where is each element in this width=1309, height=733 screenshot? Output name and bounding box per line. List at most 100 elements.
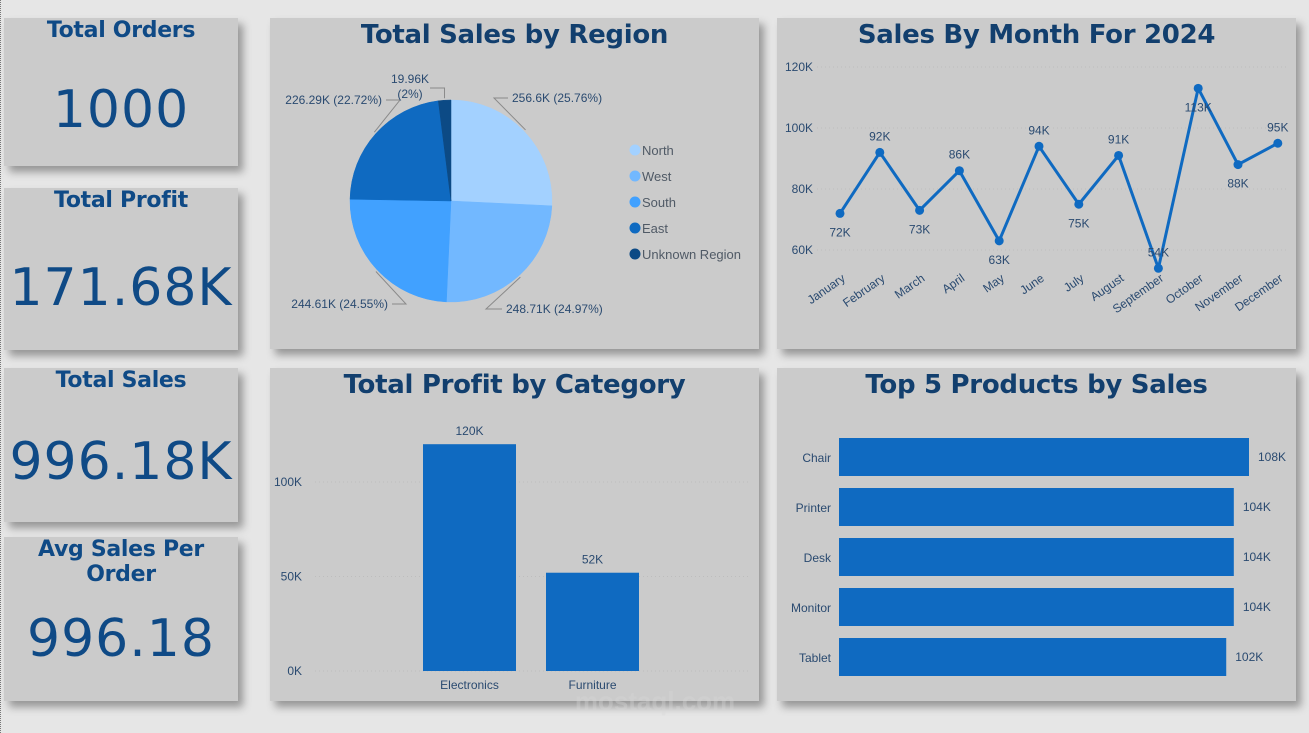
y-tick-label: 100K: [785, 121, 813, 135]
chart-card-top-products[interactable]: Top 5 Products by Sales Chair Printer Desk…: [777, 368, 1296, 701]
kpi-card-avg-sales-per-order[interactable]: Avg Sales Per Order 996.18: [4, 537, 238, 701]
y-tick-label: 100K: [274, 475, 302, 489]
legend-dot-icon: [629, 248, 641, 260]
y-axis: Chair Printer Desk Monitor Tablet: [791, 451, 832, 665]
y-tick-label: 80K: [792, 182, 813, 196]
bar-monitor[interactable]: [839, 588, 1234, 626]
pie-legend[interactable]: North West South East Unknown Region: [629, 143, 742, 262]
pie-slice-south[interactable]: [349, 198, 452, 303]
line-series[interactable]: [835, 83, 1283, 273]
legend-item-west[interactable]: West: [629, 169, 672, 184]
bar-data-label: 104K: [1243, 500, 1271, 514]
legend-item-north[interactable]: North: [629, 143, 674, 158]
column-bars[interactable]: [423, 444, 639, 671]
kpi-card-total-orders[interactable]: Total Orders 1000: [4, 18, 238, 166]
x-axis: Electronics Furniture: [440, 678, 617, 692]
chart-card-sales-by-month[interactable]: Sales By Month For 2024 60K 80K 100K 120K J…: [777, 18, 1296, 349]
pie-slice-west[interactable]: [446, 200, 553, 303]
line-point-march[interactable]: [915, 205, 925, 215]
x-tick-label: February: [840, 271, 887, 310]
y-tick-label: 0K: [287, 664, 302, 678]
canvas-left-border: [0, 0, 3, 733]
y-tick-label: Tablet: [799, 651, 832, 665]
legend-dot-icon: [629, 196, 641, 208]
bar-data-labels: 108K 104K 104K 104K 102K: [1235, 450, 1286, 664]
y-tick-label: Printer: [796, 501, 831, 515]
line-data-label: 75K: [1068, 216, 1089, 230]
pie-data-label: 19.96K: [391, 72, 429, 86]
x-tick-label: June: [1017, 271, 1047, 298]
line-data-label: 94K: [1028, 123, 1049, 137]
line-data-label: 92K: [869, 129, 890, 143]
x-tick-label: Furniture: [568, 678, 616, 692]
line-data-label: 88K: [1227, 177, 1248, 191]
line-point-february[interactable]: [875, 147, 885, 157]
pie-slice-north[interactable]: [450, 99, 553, 207]
y-gridlines: [315, 481, 750, 672]
line-point-september[interactable]: [1153, 263, 1163, 273]
line-point-october[interactable]: [1193, 83, 1203, 93]
kpi-title: Total Sales: [55, 368, 187, 393]
column-bar-furniture[interactable]: [546, 572, 639, 671]
bar-data-label: 102K: [1235, 650, 1263, 664]
line-data-labels: 72K 92K 73K 86K 63K 94K 75K 91K 54K 113K 88K 95K: [829, 100, 1288, 267]
line-data-label: 63K: [989, 253, 1010, 267]
line-point-june[interactable]: [1034, 141, 1044, 151]
bar-data-label: 104K: [1243, 600, 1271, 614]
legend-item-unknown-region[interactable]: Unknown Region: [629, 247, 742, 262]
legend-dot-icon: [629, 170, 641, 182]
kpi-title: Total Orders: [46, 18, 196, 43]
legend-item-east[interactable]: East: [629, 221, 669, 236]
line-point-december[interactable]: [1273, 138, 1283, 148]
bar-data-label: 104K: [1243, 550, 1271, 564]
y-axis: 60K 80K 100K 120K: [785, 60, 813, 257]
line-point-november[interactable]: [1233, 160, 1243, 170]
bar-printer[interactable]: [839, 488, 1234, 526]
chart-title: Sales By Month For 2024: [857, 20, 1216, 50]
chart-card-sales-by-region[interactable]: Total Sales by Region 256.6K (25.76%) 248…: [270, 18, 759, 349]
bar-tablet[interactable]: [839, 638, 1227, 676]
line-point-august[interactable]: [1114, 150, 1124, 160]
y-tick-label: Chair: [802, 451, 831, 465]
kpi-value: 996.18: [27, 609, 215, 669]
kpi-value: 996.18K: [9, 432, 233, 492]
line-point-july[interactable]: [1074, 199, 1084, 209]
legend-label: West: [642, 169, 672, 184]
line-point-january[interactable]: [835, 208, 845, 218]
horizontal-bars[interactable]: [839, 438, 1249, 676]
y-tick-label: 50K: [281, 570, 302, 584]
pie-slice-unknown-region[interactable]: [438, 99, 452, 202]
line-data-label: 113K: [1185, 100, 1212, 114]
line-point-may[interactable]: [994, 236, 1004, 246]
chart-title: Top 5 Products by Sales: [865, 370, 1208, 400]
kpi-card-total-sales[interactable]: Total Sales 996.18K: [4, 368, 238, 522]
kpi-value: 1000: [52, 80, 190, 140]
legend-label: East: [642, 221, 668, 236]
chart-title: Total Profit by Category: [343, 370, 686, 400]
bar-data-label: 108K: [1258, 450, 1286, 464]
pie-slices[interactable]: [349, 99, 553, 303]
legend-label: South: [642, 195, 676, 210]
pie-data-label: 248.71K (24.97%): [506, 302, 603, 316]
kpi-title: Total Profit: [54, 188, 188, 213]
bar-desk[interactable]: [839, 538, 1234, 576]
pie-chart[interactable]: 256.6K (25.76%) 248.71K (24.97%) 244.61K (…: [270, 18, 759, 349]
chart-title: Total Sales by Region: [360, 20, 669, 50]
x-tick-label: May: [980, 271, 1007, 295]
y-tick-label: 60K: [792, 243, 813, 257]
column-chart[interactable]: 0K 50K 100K 120K 52K Electronics Furniture: [270, 368, 759, 701]
pie-data-label: (2%): [397, 87, 422, 101]
chart-card-profit-by-category[interactable]: Total Profit by Category 0K 50K 100K 120K 5…: [270, 368, 759, 701]
column-data-label: 52K: [582, 553, 603, 567]
kpi-card-total-profit[interactable]: Total Profit 171.68K: [4, 188, 238, 350]
y-tick-label: 120K: [785, 60, 813, 74]
pie-slice-east[interactable]: [349, 100, 452, 202]
legend-item-south[interactable]: South: [629, 195, 676, 210]
legend-dot-icon: [629, 222, 641, 234]
column-bar-electronics[interactable]: [423, 444, 516, 671]
x-tick-label: Electronics: [440, 678, 499, 692]
line-point-april[interactable]: [954, 166, 964, 176]
bar-chair[interactable]: [839, 438, 1249, 476]
